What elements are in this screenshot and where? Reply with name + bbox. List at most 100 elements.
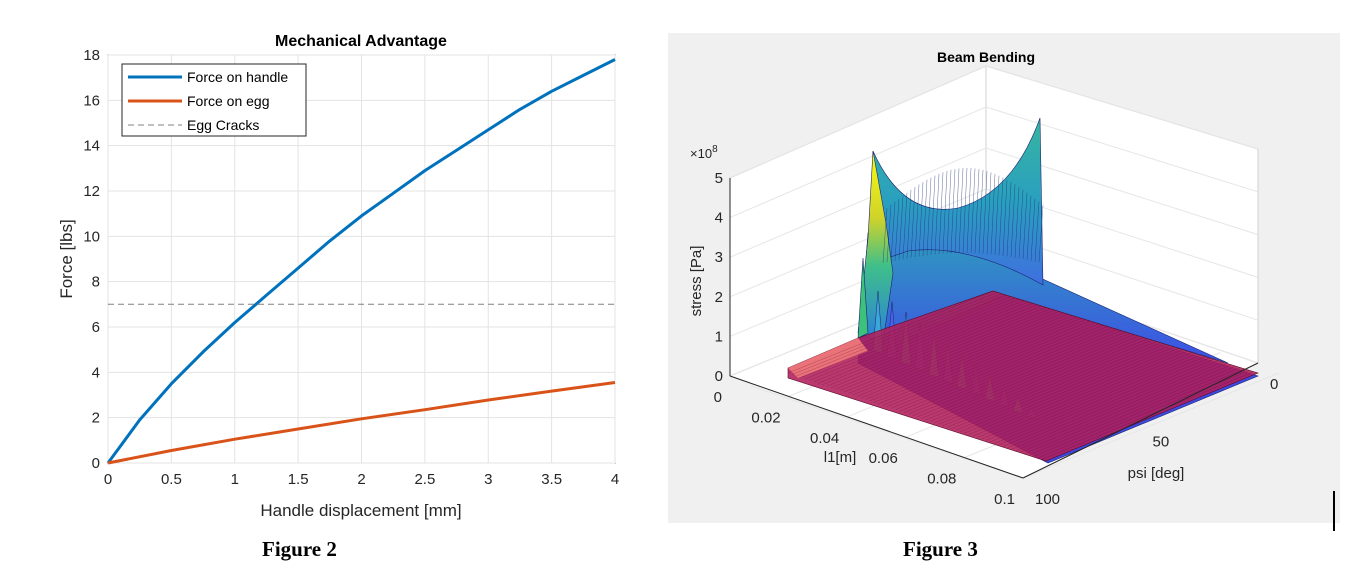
mesh-line [1010, 184, 1016, 258]
surface-plot [787, 117, 1259, 464]
grid [107, 54, 616, 464]
mesh-line [882, 320, 1091, 406]
mesh-line [968, 348, 1179, 435]
mesh-line [974, 169, 980, 254]
mesh-line [930, 175, 936, 255]
mesh-line [805, 296, 1011, 380]
mesh-line [813, 299, 1020, 382]
mesh-line [950, 169, 956, 254]
y-tick-label: 0 [1270, 376, 1278, 393]
mesh-line [938, 338, 1148, 425]
mesh-line [982, 171, 988, 254]
z-axis-label: stress [Pa] [688, 246, 705, 317]
mesh-line [1041, 371, 1254, 460]
stress-wall [872, 117, 1044, 286]
y-tick-label: 12 [83, 183, 100, 200]
x-tick-label: 3 [484, 471, 492, 488]
y-tick-label: 14 [83, 138, 100, 155]
mesh-line [994, 175, 1000, 255]
text-cursor [1333, 491, 1335, 531]
mesh-line [910, 187, 916, 258]
x-tick-label: 0.02 [751, 409, 780, 426]
mesh-line [998, 177, 1004, 256]
mesh-line [942, 171, 948, 254]
z-tick-label: 1 [715, 328, 723, 345]
mesh-line [787, 290, 994, 374]
mesh-line [1015, 363, 1228, 451]
mesh-line [914, 184, 920, 258]
mesh-line [1007, 360, 1219, 448]
mesh-line [890, 201, 896, 262]
x-tick-label: 0 [714, 389, 722, 406]
y-tick-label: 100 [1035, 491, 1060, 508]
mesh-line [1018, 189, 1024, 259]
mesh-line [1038, 204, 1044, 263]
mesh-line [882, 207, 888, 264]
z-exponent: ×108 [690, 144, 718, 161]
y-axis-label: psi [deg] [1128, 465, 1185, 482]
mesh-line [929, 335, 1139, 422]
figure-2-chart: 0 0.5 1 1.5 2 2.5 3 3.5 4 0 2 4 6 8 10 12 14 16 18 Mechani… [57, 33, 619, 520]
legend-label-cracks: Egg Cracks [187, 117, 259, 133]
z-gridline [729, 106, 1259, 219]
mesh-line [852, 311, 1060, 396]
mesh-line [998, 357, 1210, 446]
y-axis-label: Force [lbs] [57, 219, 76, 298]
x-axis-label: Handle displacement [mm] [260, 501, 461, 520]
legend: Force on handle Force on egg Egg Cracks [121, 63, 307, 137]
mesh-line [990, 355, 1201, 443]
mesh-line [898, 195, 904, 260]
mesh-line [861, 314, 1069, 399]
mesh-line [972, 349, 1183, 437]
mesh-line [1014, 187, 1020, 258]
mesh-line [946, 169, 952, 254]
mesh-line [878, 319, 1086, 404]
x-tick-label: 1.5 [288, 471, 309, 488]
mesh-line [1002, 179, 1008, 256]
mesh-line [800, 294, 1007, 378]
z-tick-label: 0 [715, 368, 723, 385]
x-axis-label: l1[m] [824, 449, 857, 466]
mesh-line [809, 297, 1016, 381]
mesh-line [925, 334, 1135, 421]
figure-2-caption: Figure 2 [262, 537, 337, 561]
x-tick-label: 0.04 [810, 430, 839, 447]
mesh-line [994, 356, 1206, 444]
mesh-line [981, 352, 1192, 440]
mesh-line [918, 182, 924, 257]
mesh-line [902, 192, 908, 260]
y-tick-label: 4 [92, 364, 100, 381]
series-group [106, 58, 616, 465]
green-spike [857, 257, 869, 339]
mesh-line [865, 315, 1073, 400]
mesh-line [1034, 201, 1040, 262]
x-tick-label: 0 [104, 471, 112, 488]
mesh-line [886, 204, 892, 263]
x-tick-label: 0.1 [994, 491, 1015, 508]
y-tick-label: 0 [92, 455, 100, 472]
z-tick-label: 3 [715, 249, 723, 266]
mesh-line [1026, 195, 1032, 260]
mesh-line [904, 327, 1113, 413]
tick-labels: 0 0.5 1 1.5 2 2.5 3 3.5 4 0 2 4 6 8 10 12 14 16 18 [83, 47, 619, 488]
mesh-line [899, 326, 1108, 412]
mesh-line [843, 308, 1051, 393]
x-tick-label: 0.5 [161, 471, 182, 488]
y-tick-label: 8 [92, 274, 100, 291]
mesh-line [966, 168, 972, 254]
mesh-line [886, 322, 1095, 407]
mesh-line [1033, 368, 1245, 457]
legend-label-egg: Force on egg [187, 93, 270, 109]
mesh-line [922, 179, 928, 256]
x-gridline [1022, 372, 1280, 479]
mesh-line [891, 323, 1100, 409]
mesh-line [986, 172, 992, 255]
mesh-line [1030, 198, 1036, 261]
mesh-line [926, 177, 932, 256]
y-tick-label: 50 [1153, 434, 1170, 451]
z-tick-label: 2 [715, 289, 723, 306]
y-tick-label: 18 [83, 47, 100, 64]
mesh-line [958, 168, 964, 254]
mesh-line [934, 173, 940, 255]
y-tick-label: 6 [92, 319, 100, 336]
